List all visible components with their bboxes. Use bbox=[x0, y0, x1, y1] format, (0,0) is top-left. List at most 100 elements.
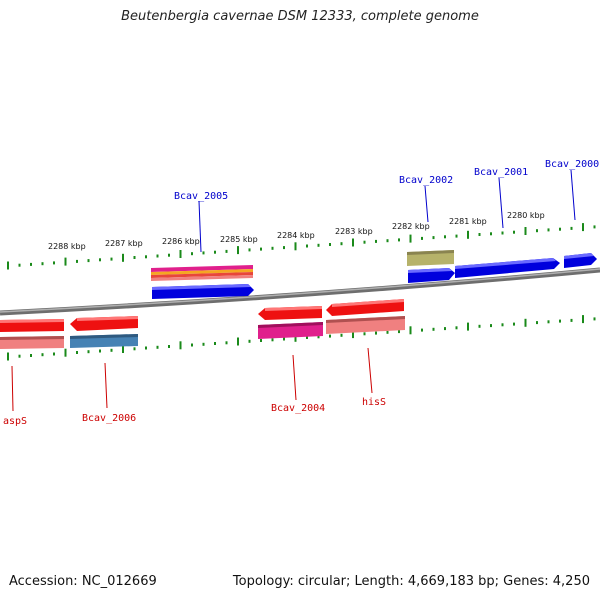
scale-tick-minor bbox=[329, 334, 331, 338]
gene-Bcav_2005-features[interactable] bbox=[151, 265, 253, 281]
scale-tick-minor bbox=[30, 354, 32, 357]
scale-tick-minor bbox=[478, 233, 481, 236]
scale-tick-major bbox=[7, 352, 9, 361]
scale-tick-minor bbox=[444, 327, 446, 331]
scale-tick-minor bbox=[156, 345, 159, 349]
scale-tick-minor bbox=[432, 327, 435, 331]
scale-tick-minor bbox=[41, 353, 44, 357]
gene-Bcav_2002[interactable] bbox=[408, 268, 455, 283]
scale-tick-minor bbox=[317, 335, 320, 339]
scale-tick-minor bbox=[248, 248, 251, 252]
scale-tick-minor bbox=[18, 263, 21, 267]
scale-tick-minor bbox=[421, 328, 423, 332]
scale-tick-minor bbox=[547, 228, 550, 232]
scale-tick-major bbox=[237, 246, 239, 255]
reverse-gene-labels: aspS Bcav_2006 Bcav_2004 hisS bbox=[3, 397, 386, 427]
scale-tick-major bbox=[7, 261, 9, 270]
gene-Bcav_2004[interactable] bbox=[258, 306, 322, 320]
forward-genes bbox=[151, 250, 597, 299]
scale-tick-minor bbox=[99, 258, 101, 262]
gene-Bcav_2001[interactable] bbox=[455, 258, 560, 278]
gene-hisS[interactable] bbox=[326, 299, 404, 316]
scale-tick-minor bbox=[559, 227, 561, 231]
scale-tick-minor bbox=[133, 256, 136, 259]
reverse-scale-track bbox=[7, 315, 596, 361]
scale-tick-minor bbox=[363, 332, 366, 336]
gene-Bcav_2006[interactable] bbox=[70, 316, 138, 331]
scale-tick-minor bbox=[30, 262, 32, 266]
gene-Bcav_2004-feature[interactable] bbox=[258, 322, 323, 339]
scale-tick-minor bbox=[87, 259, 90, 263]
scale-tick-minor bbox=[398, 238, 400, 242]
scale-tick-minor bbox=[76, 351, 78, 354]
scale-label: 2284 kbp bbox=[277, 231, 315, 240]
forward-scale-track bbox=[7, 223, 596, 270]
scale-tick-minor bbox=[490, 324, 492, 328]
scale-tick-minor bbox=[444, 235, 446, 239]
scale-label: 2288 kbp bbox=[48, 242, 86, 251]
scale-tick-minor bbox=[490, 232, 492, 236]
gene-aspS[interactable] bbox=[0, 319, 64, 332]
gene-label-Bcav_2000[interactable]: Bcav_2000 bbox=[545, 159, 599, 170]
scale-tick-minor bbox=[225, 249, 228, 253]
scale-tick-major bbox=[179, 250, 182, 258]
scale-tick-minor bbox=[340, 242, 343, 246]
gene-label-Bcav_2006[interactable]: Bcav_2006 bbox=[82, 413, 136, 424]
scale-label: 2281 kbp bbox=[449, 217, 487, 226]
scale-label: 2283 kbp bbox=[335, 227, 373, 236]
gene-Bcav_2005[interactable] bbox=[152, 284, 254, 299]
gene-aspS-feature[interactable] bbox=[0, 336, 64, 349]
scale-tick-minor bbox=[87, 350, 90, 354]
gene-label-aspS[interactable]: aspS bbox=[3, 416, 27, 427]
scale-tick-minor bbox=[283, 337, 285, 341]
scale-tick-major bbox=[122, 345, 124, 353]
scale-tick-major bbox=[237, 337, 239, 346]
scale-tick-minor bbox=[145, 255, 147, 259]
scale-tick-major bbox=[352, 238, 354, 247]
scale-tick-minor bbox=[513, 230, 515, 234]
scale-tick-minor bbox=[513, 322, 515, 326]
gene-Bcav_2000[interactable] bbox=[564, 253, 597, 268]
scale-labels: 2288 kbp 2287 kbp 2286 kbp 2285 kbp 2284… bbox=[48, 211, 545, 251]
scale-tick-minor bbox=[283, 246, 285, 250]
gene-Bcav_2002-feature[interactable] bbox=[407, 250, 454, 266]
forward-gene-labels: Bcav_2005 Bcav_2002 Bcav_2001 Bcav_2000 bbox=[174, 159, 599, 202]
gene-label-hisS[interactable]: hisS bbox=[362, 397, 386, 408]
scale-tick-minor bbox=[570, 318, 573, 322]
scale-tick-minor bbox=[547, 320, 550, 324]
scale-tick-minor bbox=[386, 330, 389, 334]
scale-tick-minor bbox=[168, 253, 170, 257]
gene-label-Bcav_2004[interactable]: Bcav_2004 bbox=[271, 403, 325, 414]
scale-label: 2287 kbp bbox=[105, 239, 143, 248]
scale-tick-minor bbox=[455, 234, 458, 238]
gene-label-Bcav_2001[interactable]: Bcav_2001 bbox=[474, 167, 528, 178]
scale-tick-major bbox=[352, 330, 354, 339]
gene-hisS-feature[interactable] bbox=[326, 316, 405, 334]
scale-tick-minor bbox=[570, 226, 573, 230]
scale-label: 2285 kbp bbox=[220, 235, 258, 244]
scale-tick-minor bbox=[306, 244, 308, 248]
scale-tick-minor bbox=[202, 342, 205, 346]
scale-tick-minor bbox=[191, 343, 193, 347]
scale-tick-minor bbox=[478, 324, 481, 328]
scale-tick-minor bbox=[260, 339, 262, 342]
scale-tick-minor bbox=[202, 251, 205, 255]
scale-tick-minor bbox=[133, 347, 136, 351]
scale-tick-minor bbox=[398, 330, 400, 334]
gene-Bcav_2006-feature[interactable] bbox=[70, 334, 138, 348]
scale-tick-major bbox=[409, 234, 412, 243]
scale-tick-minor bbox=[329, 243, 331, 246]
scale-tick-major bbox=[467, 322, 469, 331]
scale-tick-major bbox=[294, 242, 297, 251]
scale-tick-major bbox=[582, 315, 584, 324]
scale-tick-minor bbox=[317, 243, 320, 247]
genome-summary-text: Topology: circular; Length: 4,669,183 bp… bbox=[232, 574, 590, 589]
scale-tick-minor bbox=[340, 333, 343, 337]
scale-tick-minor bbox=[145, 346, 147, 350]
gene-label-Bcav_2002[interactable]: Bcav_2002 bbox=[399, 175, 453, 186]
scale-tick-minor bbox=[455, 326, 458, 330]
accession-text: Accession: NC_012669 bbox=[9, 574, 157, 589]
gene-label-Bcav_2005[interactable]: Bcav_2005 bbox=[174, 191, 228, 202]
scale-tick-minor bbox=[375, 331, 377, 335]
